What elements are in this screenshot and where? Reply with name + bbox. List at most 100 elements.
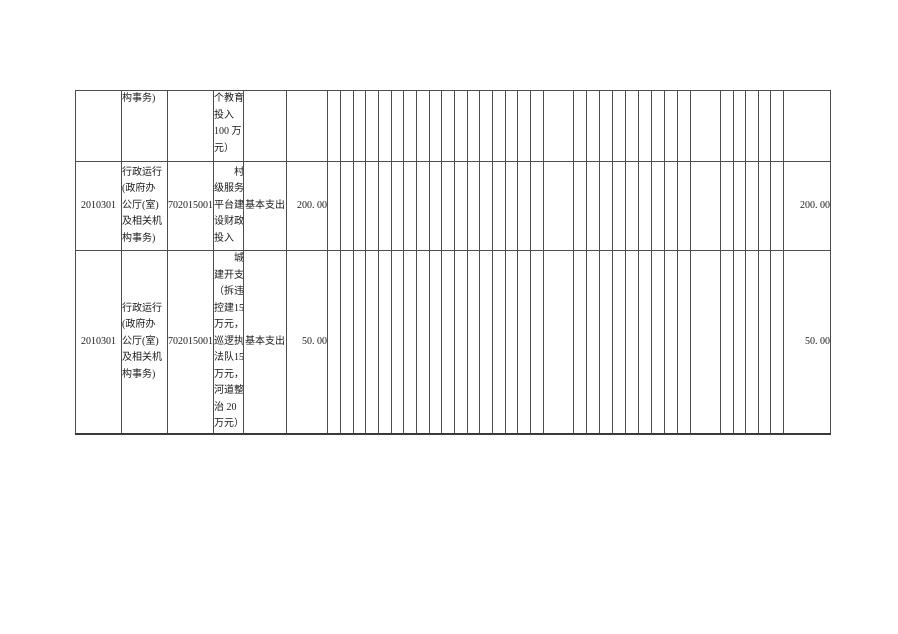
empty-cell	[770, 90, 784, 162]
empty-cell	[599, 90, 613, 162]
empty-cell	[365, 90, 379, 162]
empty-cell	[690, 90, 721, 162]
cell-expense-type: 基本支出	[243, 250, 287, 435]
budget-table: 构事务) 个教育 投入 100 万 元） 2010301 行政运行 (政府办 公…	[75, 90, 831, 435]
empty-cell	[638, 250, 652, 435]
empty-cell	[733, 90, 746, 162]
empty-cell	[573, 250, 587, 435]
cell-project-desc: 个教育 投入 100 万 元）	[213, 90, 244, 162]
empty-cell	[664, 250, 678, 435]
empty-cell	[625, 161, 639, 251]
empty-cell	[733, 250, 746, 435]
cell-project-code: 702015001	[167, 161, 214, 251]
empty-cell	[391, 90, 404, 162]
empty-cell	[664, 161, 678, 251]
empty-cell	[758, 90, 771, 162]
cell-expense-type: 基本支出	[243, 161, 287, 251]
cell-project-code: 702015001	[167, 250, 214, 435]
empty-cell	[403, 161, 417, 251]
empty-cell	[543, 161, 574, 251]
empty-cell	[479, 250, 493, 435]
empty-cell	[429, 250, 442, 435]
empty-cell	[327, 161, 341, 251]
empty-cell	[638, 161, 652, 251]
empty-cell	[365, 250, 379, 435]
cell-project-code	[167, 90, 214, 162]
empty-cell	[403, 250, 417, 435]
cell-amount: 200. 00	[286, 161, 328, 251]
cell-total: 200. 00	[783, 161, 831, 251]
empty-cell	[365, 161, 379, 251]
empty-cell	[441, 250, 455, 435]
empty-cell	[340, 250, 354, 435]
empty-cell	[612, 250, 626, 435]
empty-cell	[353, 250, 366, 435]
empty-cell	[492, 250, 506, 435]
cell-project-desc: 村 级服务 平台建 设财政 投入	[213, 161, 244, 251]
empty-cell	[733, 161, 746, 251]
empty-cell	[517, 250, 531, 435]
table-row-continuation: 构事务) 个教育 投入 100 万 元）	[75, 90, 831, 162]
table-row-project-2: 2010301 行政运行 (政府办 公厅(室) 及相关机 构事务) 702015…	[75, 250, 831, 435]
cell-function-name: 构事务)	[121, 90, 168, 162]
cell-function-code	[75, 90, 122, 162]
empty-cell	[586, 250, 600, 435]
empty-cell	[479, 161, 493, 251]
empty-cell	[720, 90, 734, 162]
empty-cell	[378, 161, 392, 251]
empty-cell	[664, 90, 678, 162]
empty-cell	[758, 161, 771, 251]
empty-cell	[403, 90, 417, 162]
empty-cell	[505, 90, 518, 162]
empty-cell	[340, 90, 354, 162]
empty-cell	[638, 90, 652, 162]
cell-total: 50. 00	[783, 250, 831, 435]
empty-cell	[327, 90, 341, 162]
empty-cell	[625, 90, 639, 162]
empty-cell	[353, 90, 366, 162]
empty-cell	[378, 250, 392, 435]
empty-cell	[492, 90, 506, 162]
empty-cell	[543, 250, 574, 435]
empty-cell	[429, 90, 442, 162]
empty-cell	[612, 161, 626, 251]
empty-cell	[327, 250, 341, 435]
empty-cell	[677, 90, 691, 162]
empty-cell	[745, 90, 759, 162]
empty-cell	[517, 90, 531, 162]
empty-cell	[505, 250, 518, 435]
empty-cell	[625, 250, 639, 435]
cell-function-code: 2010301	[75, 250, 122, 435]
empty-cell	[745, 250, 759, 435]
empty-cell	[586, 90, 600, 162]
empty-cell	[454, 161, 468, 251]
empty-cell	[378, 90, 392, 162]
empty-cell	[573, 161, 587, 251]
cell-total	[783, 90, 831, 162]
table-row-project-1: 2010301 行政运行 (政府办 公厅(室) 及相关机 构事务) 702015…	[75, 161, 831, 251]
empty-cell	[391, 161, 404, 251]
empty-cell	[599, 161, 613, 251]
empty-cell	[651, 90, 665, 162]
cell-function-code: 2010301	[75, 161, 122, 251]
empty-cell	[467, 250, 480, 435]
empty-cell	[492, 161, 506, 251]
cell-expense-type	[243, 90, 287, 162]
empty-cell	[586, 161, 600, 251]
cell-function-name: 行政运行 (政府办 公厅(室) 及相关机 构事务)	[121, 161, 168, 251]
empty-cell	[505, 161, 518, 251]
empty-cell	[720, 161, 734, 251]
cell-amount	[286, 90, 328, 162]
empty-cell	[573, 90, 587, 162]
empty-cell	[441, 90, 455, 162]
empty-cell	[467, 161, 480, 251]
empty-cell	[441, 161, 455, 251]
empty-cell	[340, 161, 354, 251]
empty-cell	[543, 90, 574, 162]
empty-cell	[454, 250, 468, 435]
empty-cell	[690, 161, 721, 251]
empty-cell	[651, 161, 665, 251]
empty-cell	[530, 161, 544, 251]
empty-cell	[745, 161, 759, 251]
